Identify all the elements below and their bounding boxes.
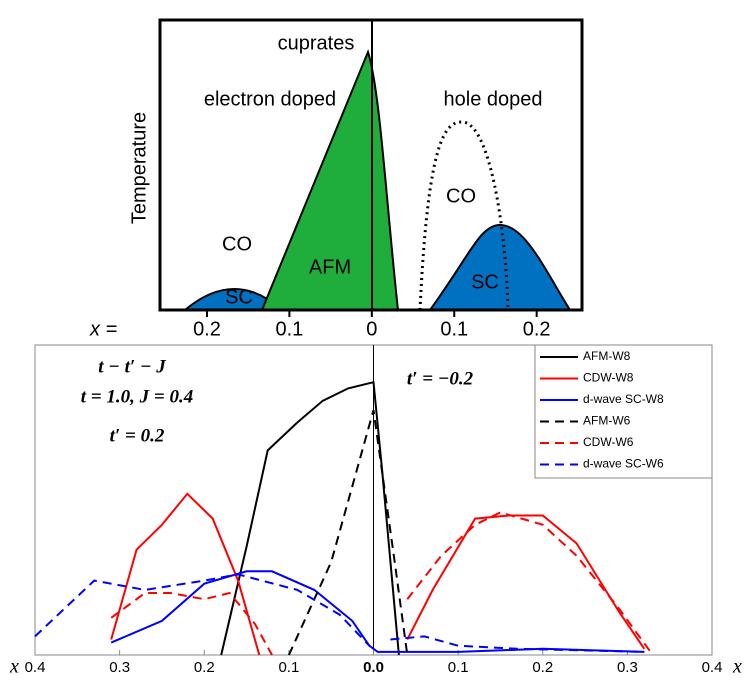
series-line [110, 511, 654, 656]
annotation: electron doped [204, 88, 336, 110]
x-tick-label: 0.1 [278, 659, 299, 676]
legend-label: CDW-W8 [583, 371, 634, 385]
x-tick-label: 0.1 [448, 659, 469, 676]
sc-dome-right [428, 223, 572, 311]
x-tick-label: 0.0 [363, 659, 384, 676]
x-tick-label: 0.2 [523, 318, 551, 340]
series-line [287, 409, 409, 656]
x-tick-label: 0.3 [109, 659, 130, 676]
annotation: hole doped [444, 88, 543, 110]
annotation: t′ = −0.2 [407, 368, 474, 389]
x-tick-label: 0.2 [193, 318, 221, 340]
series-line [110, 492, 646, 656]
legend-label: d-wave SC-W6 [583, 457, 664, 471]
x-tick-label: 0.2 [194, 659, 215, 676]
x-tick-label: 0.2 [532, 659, 553, 676]
annotation: AFM [309, 256, 351, 278]
annotation: SC [471, 271, 499, 293]
annotation: t − t′ − J [98, 356, 166, 377]
x-tick-label: 0 [366, 318, 377, 340]
x-label: x [732, 656, 742, 678]
annotation: t = 1.0, J = 0.4 [81, 386, 193, 407]
legend-label: d-wave SC-W8 [583, 392, 664, 406]
series-line [110, 570, 645, 653]
x-tick-label: 0.3 [617, 659, 638, 676]
x-tick-label: 0.4 [25, 659, 46, 676]
series-line [220, 380, 400, 656]
x-tick-label: 0.1 [440, 318, 468, 340]
legend-label: AFM-W8 [583, 349, 631, 363]
annotation: CO [222, 233, 252, 255]
annotation: t′ = 0.2 [110, 425, 165, 446]
series-line [34, 573, 645, 653]
annotation: SC [225, 286, 253, 308]
legend [534, 344, 713, 479]
legend-label: AFM-W6 [583, 414, 631, 428]
x-label: x = [89, 318, 117, 340]
annotation: CO [446, 185, 476, 207]
x-label: x [9, 656, 19, 678]
legend-label: CDW-W6 [583, 435, 634, 449]
x-tick-label: 0.4 [702, 659, 723, 676]
title: cuprates [278, 32, 355, 54]
x-tick-label: 0.1 [275, 318, 303, 340]
y-label: Temperature [128, 112, 150, 224]
